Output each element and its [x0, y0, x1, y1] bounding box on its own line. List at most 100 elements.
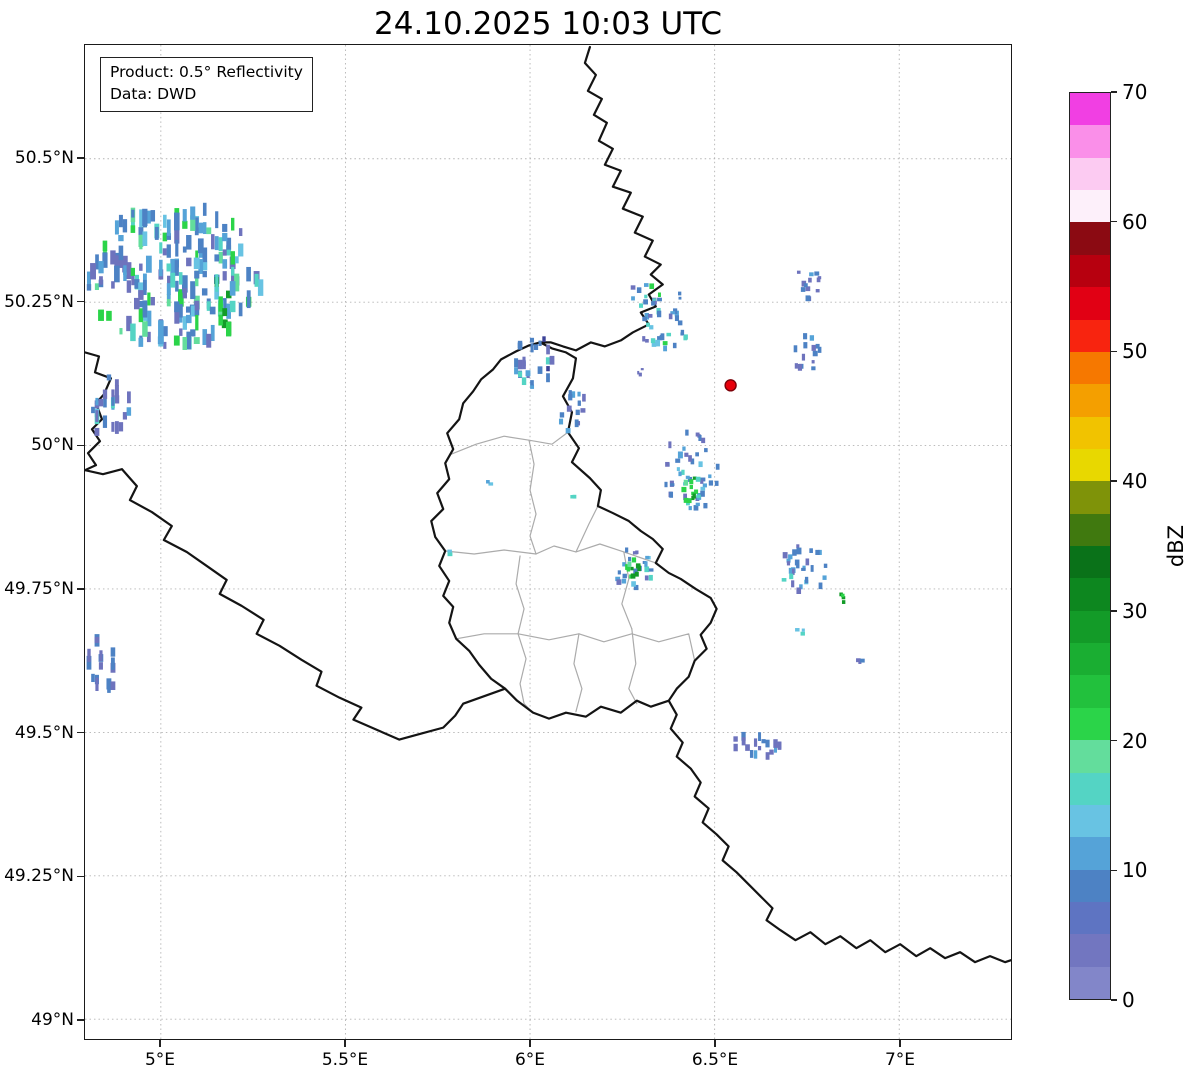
figure-title: 24.10.2025 10:03 UTC — [374, 6, 722, 42]
echo-cluster-cyan-speck — [795, 628, 805, 636]
colorbar-tick-mark — [1111, 999, 1117, 1001]
colorbar-tick-label: 40 — [1122, 469, 1148, 494]
colorbar-segment — [1070, 92, 1110, 126]
y-tick-label: 49°N — [31, 1010, 74, 1031]
colorbar-tick-mark — [1111, 610, 1117, 612]
canton-borders — [444, 431, 696, 714]
product-info-box: Product: 0.5° Reflectivity Data: DWD — [100, 57, 313, 112]
colorbar-tick-label: 20 — [1122, 728, 1148, 753]
echo-cluster-east-lux-core — [681, 476, 701, 504]
echo-cluster-center-north-2 — [558, 390, 586, 434]
y-tick-mark — [77, 588, 84, 590]
data-source-label: Data: DWD — [110, 85, 197, 104]
colorbar-tick-mark — [1111, 869, 1117, 871]
colorbar-segment — [1070, 836, 1110, 870]
x-tick-label: 5°E — [144, 1050, 176, 1070]
map-plot: Product: 0.5° Reflectivity Data: DWD — [84, 44, 1012, 1040]
y-tick-mark — [77, 157, 84, 159]
colorbar-tick-mark — [1111, 221, 1117, 223]
colorbar-tick-mark — [1111, 350, 1117, 353]
x-tick-mark — [159, 1040, 161, 1047]
y-tick-label: 50.5°N — [14, 147, 74, 168]
x-tick-label: 6°E — [514, 1050, 546, 1070]
colorbar-segment — [1070, 222, 1110, 255]
echo-cluster-blue-dash — [856, 658, 865, 664]
echo-cluster-east-field — [781, 544, 828, 594]
echo-cluster-center-north — [514, 336, 555, 389]
colorbar-segment — [1070, 901, 1110, 935]
y-tick-label: 50.25°N — [4, 291, 74, 312]
colorbar-segment — [1070, 351, 1110, 385]
radar-echoes — [86, 202, 865, 760]
y-tick-mark — [77, 732, 84, 734]
y-tick-mark — [77, 1019, 84, 1021]
echo-cluster-ne-main — [642, 307, 688, 352]
colorbar-segment — [1070, 254, 1110, 288]
x-tick-mark — [899, 1040, 901, 1047]
echo-cluster-lux-center-core — [625, 557, 641, 579]
colorbar-segment — [1070, 707, 1110, 741]
colorbar-segment — [1070, 739, 1110, 773]
colorbar-gradient — [1069, 92, 1111, 1000]
x-tick-label: 7°E — [884, 1050, 916, 1070]
map-canvas — [85, 45, 1011, 1039]
be-de-border — [538, 45, 664, 352]
colorbar-tick-mark — [1111, 739, 1117, 742]
echo-cluster-west-edge-lower — [86, 634, 116, 693]
y-tick-mark — [77, 444, 84, 447]
colorbar-tick-label: 10 — [1122, 858, 1148, 883]
colorbar-segment — [1070, 383, 1110, 417]
colorbar-segment — [1070, 545, 1110, 579]
colorbar-segment — [1070, 416, 1110, 449]
colorbar-segment — [1070, 189, 1110, 223]
colorbar-segment — [1070, 577, 1110, 611]
colorbar-segment — [1070, 157, 1110, 191]
x-tick-label: 6.5°E — [691, 1050, 739, 1070]
echo-cluster-lux-center-halo — [615, 547, 654, 591]
colorbar-tick-label: 70 — [1122, 80, 1148, 104]
colorbar-segment — [1070, 966, 1110, 999]
colorbar-segment — [1070, 124, 1110, 158]
fr-de-border — [667, 699, 1011, 964]
y-tick-label: 49.75°N — [4, 579, 74, 600]
x-tick-label: 5.5°E — [321, 1050, 369, 1070]
echo-cluster-west-edge-upper — [91, 374, 132, 436]
echo-cluster-speck-d — [637, 368, 644, 377]
echo-cluster-nw-field — [86, 202, 264, 350]
y-tick-label: 50°N — [31, 435, 74, 456]
country-borders — [85, 45, 1011, 964]
fr-be-border — [85, 468, 507, 741]
echo-cluster-speck-c — [447, 549, 453, 557]
colorbar-unit-label: dBZ — [1164, 524, 1188, 568]
y-tick-mark — [77, 300, 84, 303]
echo-cluster-ne-upper — [630, 283, 662, 308]
y-tick-mark — [77, 875, 84, 878]
colorbar-segment — [1070, 933, 1110, 967]
x-tick-mark — [529, 1040, 531, 1047]
colorbar-segment — [1070, 513, 1110, 546]
colorbar-segment — [1070, 480, 1110, 514]
colorbar-segment — [1070, 772, 1110, 805]
colorbar-tick-label: 30 — [1122, 598, 1148, 623]
colorbar-tick-label: 0 — [1122, 988, 1135, 1012]
echo-cluster-speck-a — [486, 480, 494, 486]
colorbar-segment — [1070, 675, 1110, 708]
x-tick-mark — [344, 1040, 346, 1047]
colorbar-tick-label: 60 — [1122, 209, 1148, 234]
colorbar-segment — [1070, 610, 1110, 644]
radar-site-marker — [724, 379, 737, 392]
echo-cluster-south-band — [733, 731, 782, 760]
echo-cluster-speck-e — [678, 291, 682, 300]
x-tick-mark — [714, 1040, 716, 1047]
colorbar-segment — [1070, 319, 1110, 352]
colorbar-segment — [1070, 804, 1110, 838]
colorbar-segment — [1070, 448, 1110, 482]
y-tick-label: 49.25°N — [4, 866, 74, 887]
gridlines — [85, 45, 1011, 1039]
luxembourg-border — [430, 341, 718, 720]
colorbar-tick-mark — [1111, 91, 1117, 93]
product-label: Product: 0.5° Reflectivity — [110, 63, 303, 81]
colorbar-tick-label: 50 — [1122, 339, 1148, 364]
colorbar-segment — [1070, 642, 1110, 676]
